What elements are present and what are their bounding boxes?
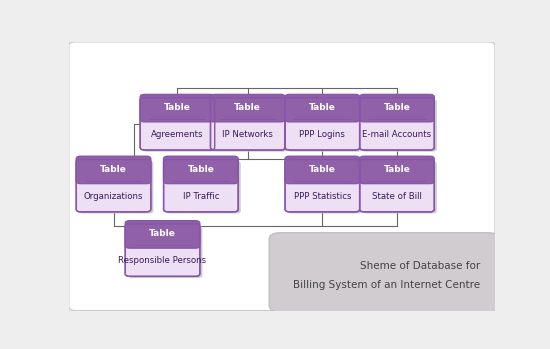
FancyBboxPatch shape <box>288 161 362 214</box>
Text: Table: Table <box>383 165 410 174</box>
Text: Table: Table <box>188 165 214 174</box>
Text: State of Bill: State of Bill <box>372 192 422 201</box>
FancyBboxPatch shape <box>285 95 360 122</box>
Text: Table: Table <box>309 103 336 112</box>
Text: IP Networks: IP Networks <box>222 130 273 139</box>
Bar <box>290 176 355 181</box>
Text: Sheme of Database for: Sheme of Database for <box>360 261 480 271</box>
Text: Table: Table <box>149 229 176 238</box>
FancyBboxPatch shape <box>140 95 214 122</box>
Text: PPP Statistics: PPP Statistics <box>294 192 351 201</box>
Bar <box>130 240 195 245</box>
FancyBboxPatch shape <box>211 95 285 122</box>
Text: IP Traffic: IP Traffic <box>183 192 219 201</box>
FancyBboxPatch shape <box>142 99 217 152</box>
FancyBboxPatch shape <box>140 98 214 150</box>
FancyBboxPatch shape <box>125 221 200 248</box>
Bar <box>364 176 430 181</box>
FancyBboxPatch shape <box>360 98 434 150</box>
Bar <box>145 114 210 119</box>
FancyBboxPatch shape <box>69 42 495 311</box>
FancyBboxPatch shape <box>211 98 285 150</box>
Bar <box>81 176 146 181</box>
FancyBboxPatch shape <box>362 161 437 214</box>
FancyBboxPatch shape <box>360 156 434 184</box>
FancyBboxPatch shape <box>76 156 151 184</box>
Bar <box>168 176 234 181</box>
Text: Organizations: Organizations <box>84 192 143 201</box>
FancyBboxPatch shape <box>163 159 238 212</box>
Text: Responsible Persons: Responsible Persons <box>118 257 207 265</box>
FancyBboxPatch shape <box>128 225 202 278</box>
FancyBboxPatch shape <box>125 224 200 276</box>
Text: Table: Table <box>309 165 336 174</box>
Text: Billing System of an Internet Centre: Billing System of an Internet Centre <box>293 280 480 290</box>
Text: Table: Table <box>164 103 191 112</box>
FancyBboxPatch shape <box>213 99 288 152</box>
Bar <box>290 114 355 119</box>
FancyBboxPatch shape <box>76 159 151 212</box>
Text: E-mail Accounts: E-mail Accounts <box>362 130 432 139</box>
Text: Table: Table <box>383 103 410 112</box>
Text: Table: Table <box>100 165 127 174</box>
FancyBboxPatch shape <box>360 159 434 212</box>
FancyBboxPatch shape <box>269 233 499 312</box>
FancyBboxPatch shape <box>166 161 241 214</box>
FancyBboxPatch shape <box>360 95 434 122</box>
FancyBboxPatch shape <box>285 98 360 150</box>
Text: Table: Table <box>234 103 261 112</box>
FancyBboxPatch shape <box>285 156 360 184</box>
FancyBboxPatch shape <box>288 99 362 152</box>
Bar <box>364 114 430 119</box>
Bar <box>215 114 280 119</box>
FancyBboxPatch shape <box>163 156 238 184</box>
FancyBboxPatch shape <box>285 159 360 212</box>
Text: PPP Logins: PPP Logins <box>299 130 345 139</box>
Text: Agreements: Agreements <box>151 130 204 139</box>
FancyBboxPatch shape <box>362 99 437 152</box>
FancyBboxPatch shape <box>79 161 153 214</box>
